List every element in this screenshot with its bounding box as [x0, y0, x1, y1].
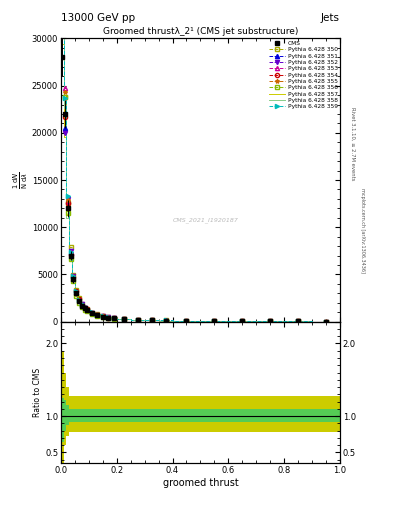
X-axis label: groomed thrust: groomed thrust [163, 478, 238, 488]
Y-axis label: $\frac{1}{\mathrm{N}}\frac{\mathrm{d}N}{\mathrm{d}\lambda}$: $\frac{1}{\mathrm{N}}\frac{\mathrm{d}N}{… [12, 171, 30, 189]
Text: Jets: Jets [321, 13, 340, 23]
Text: mcplots.cern.ch [arXiv:1306.3436]: mcplots.cern.ch [arXiv:1306.3436] [360, 188, 365, 273]
Legend: CMS, Pythia 6.428 350, Pythia 6.428 351, Pythia 6.428 352, Pythia 6.428 353, Pyt: CMS, Pythia 6.428 350, Pythia 6.428 351,… [268, 40, 338, 110]
Title: Groomed thrustλ_2¹ (CMS jet substructure): Groomed thrustλ_2¹ (CMS jet substructure… [103, 27, 298, 36]
Y-axis label: Ratio to CMS: Ratio to CMS [33, 368, 42, 417]
Text: 13000 GeV pp: 13000 GeV pp [61, 13, 135, 23]
Text: Rivet 3.1.10, ≥ 2.7M events: Rivet 3.1.10, ≥ 2.7M events [351, 106, 356, 180]
Text: CMS_2021_I1920187: CMS_2021_I1920187 [173, 217, 239, 223]
